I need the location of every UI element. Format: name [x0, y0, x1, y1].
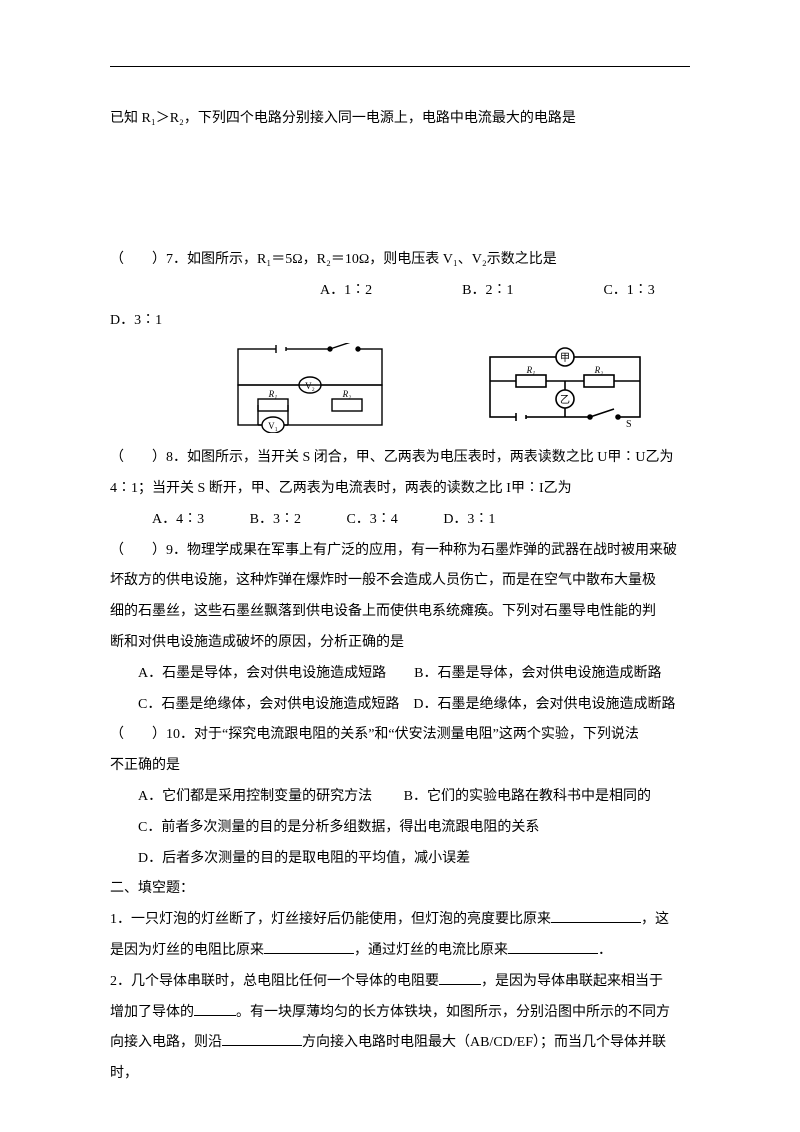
q10-optA: A．它们都是采用控制变量的研究方法 [138, 789, 372, 804]
fill2-p5: 向接入电路，则沿 [110, 1035, 222, 1050]
fill1-p2: ，这 [641, 912, 669, 927]
q9-optAB: A．石墨是导体，会对供电设施造成短路 B．石墨是导体，会对供电设施造成断路 [110, 659, 690, 690]
fill2-p1: 2．几个导体串联时，总电阻比任何一个导体的电阻要 [110, 974, 439, 989]
q10-line1: （ ）10．对于“探究电流跟电阻的关系”和“伏安法测量电阻”这两个实验，下列说法 [110, 720, 690, 751]
q7-optD: D．3∶1 [110, 306, 162, 337]
document-page: 已知 R₁＞R₂，下列四个电路分别接入同一电源上，电路中电流最大的电路是 （ ）… [0, 0, 800, 1132]
fill2-line3: 向接入电路，则沿方向接入电路时电阻最大（AB/CD/EF）；而当几个导体并联时， [110, 1028, 690, 1090]
q7-stem: （ ）7．如图所示，R₁＝5Ω，R₂＝10Ω，则电压表 V₁、V₂示数之比是 [110, 245, 690, 276]
q10-optC: C．前者多次测量的目的是分析多组数据，得出电流跟电阻的关系 [110, 813, 690, 844]
svg-text:R₂: R₂ [342, 389, 352, 399]
q7-optA: A．1∶2 [320, 276, 372, 307]
q9-optCD: C．石墨是绝缘体，会对供电设施造成短路 D．石墨是绝缘体，会对供电设施造成断路 [110, 690, 690, 721]
svg-text:S: S [626, 419, 632, 430]
circuit-diagram-q7: V₂ R₁ R₂ V₁ [230, 343, 390, 433]
header-rule [110, 66, 690, 67]
fill1-p4: ，通过灯丝的电流比原来 [354, 943, 508, 958]
svg-text:R₂: R₂ [594, 365, 604, 375]
q8-line2: 4∶1；当开关 S 断开，甲、乙两表为电流表时，两表的读数之比 I甲∶I乙为 [110, 474, 690, 505]
q8-optC: C．3∶4 [346, 512, 397, 527]
q9-line2: 坏敌方的供电设施，这种炸弹在爆炸时一般不会造成人员伤亡，而是在空气中散布大量极 [110, 566, 690, 597]
fill1-line1: 1．一只灯泡的灯丝断了，灯丝接好后仍能使用，但灯泡的亮度要比原来 ，这 [110, 905, 690, 936]
fill2-p2: ，是因为导体串联起来相当于 [481, 974, 663, 989]
blank-2[interactable] [264, 939, 354, 954]
fill2-line2: 增加了导体的 。有一块厚薄均匀的长方体铁块，如图所示，分别沿图中所示的不同方 [110, 998, 690, 1029]
circuit-diagrams-row: V₂ R₁ R₂ V₁ 甲 R₁ R₂ [230, 343, 690, 433]
section2-heading: 二、填空题： [110, 874, 690, 905]
q10-optD: D．后者多次测量的目的是取电阻的平均值，减小误差 [110, 844, 690, 875]
q7-optC: C．1∶3 [603, 276, 654, 307]
fill2-line1: 2．几个导体串联时，总电阻比任何一个导体的电阻要 ，是因为导体串联起来相当于 [110, 967, 690, 998]
blank-3[interactable] [508, 939, 598, 954]
q9-line4: 断和对供电设施造成破坏的原因，分析正确的是 [110, 628, 690, 659]
q9-line3: 细的石墨丝，这些石墨丝飘落到供电设备上而使供电系统瘫痪。下列对石墨导电性能的判 [110, 597, 690, 628]
q10-optAB: A．它们都是采用控制变量的研究方法 B．它们的实验电路在教科书中是相同的 [110, 782, 690, 813]
q8-options: A．4∶3 B．3∶2 C．3∶4 D．3∶1 [110, 505, 690, 536]
blank-5[interactable] [194, 1001, 236, 1016]
fill1-p3: 是因为灯丝的电阻比原来 [110, 943, 264, 958]
blank-6[interactable] [222, 1031, 302, 1046]
svg-text:R₁: R₁ [526, 365, 536, 375]
q8-line1: （ ）8．如图所示，当开关 S 闭合，甲、乙两表为电压表时，两表读数之比 U甲∶… [110, 443, 690, 474]
fill2-p4: 。有一块厚薄均匀的长方体铁块，如图所示，分别沿图中所示的不同方 [236, 1005, 670, 1020]
fill2-p3: 增加了导体的 [110, 1005, 194, 1020]
svg-text:甲: 甲 [560, 353, 570, 364]
q7-optB: B．2∶1 [462, 276, 513, 307]
blank-1[interactable] [551, 908, 641, 923]
q7-options-row: A．1∶2 B．2∶1 C．1∶3 [110, 276, 690, 307]
fill1-p1: 1．一只灯泡的灯丝断了，灯丝接好后仍能使用，但灯泡的亮度要比原来 [110, 912, 551, 927]
svg-text:乙: 乙 [560, 394, 570, 406]
blank-4[interactable] [439, 970, 481, 985]
q10-optB: B．它们的实验电路在教科书中是相同的 [404, 789, 651, 804]
q6-stem: 已知 R₁＞R₂，下列四个电路分别接入同一电源上，电路中电流最大的电路是 [110, 104, 690, 135]
fill1-p5: ． [598, 943, 612, 958]
q8-optD: D．3∶1 [443, 512, 495, 527]
svg-text:R₁: R₁ [268, 389, 278, 399]
svg-text:V₁: V₁ [268, 421, 278, 431]
fill1-line2: 是因为灯丝的电阻比原来 ，通过灯丝的电流比原来 ． [110, 936, 690, 967]
svg-text:V₂: V₂ [305, 381, 315, 391]
q9-line1: （ ）9．物理学成果在军事上有广泛的应用，有一种称为石墨炸弹的武器在战时被用来破 [110, 536, 690, 567]
q10-line2: 不正确的是 [110, 751, 690, 782]
q8-optA: A．4∶3 [152, 512, 204, 527]
q8-optB: B．3∶2 [250, 512, 301, 527]
circuit-diagram-q8: 甲 R₁ R₂ 乙 S [480, 343, 650, 433]
